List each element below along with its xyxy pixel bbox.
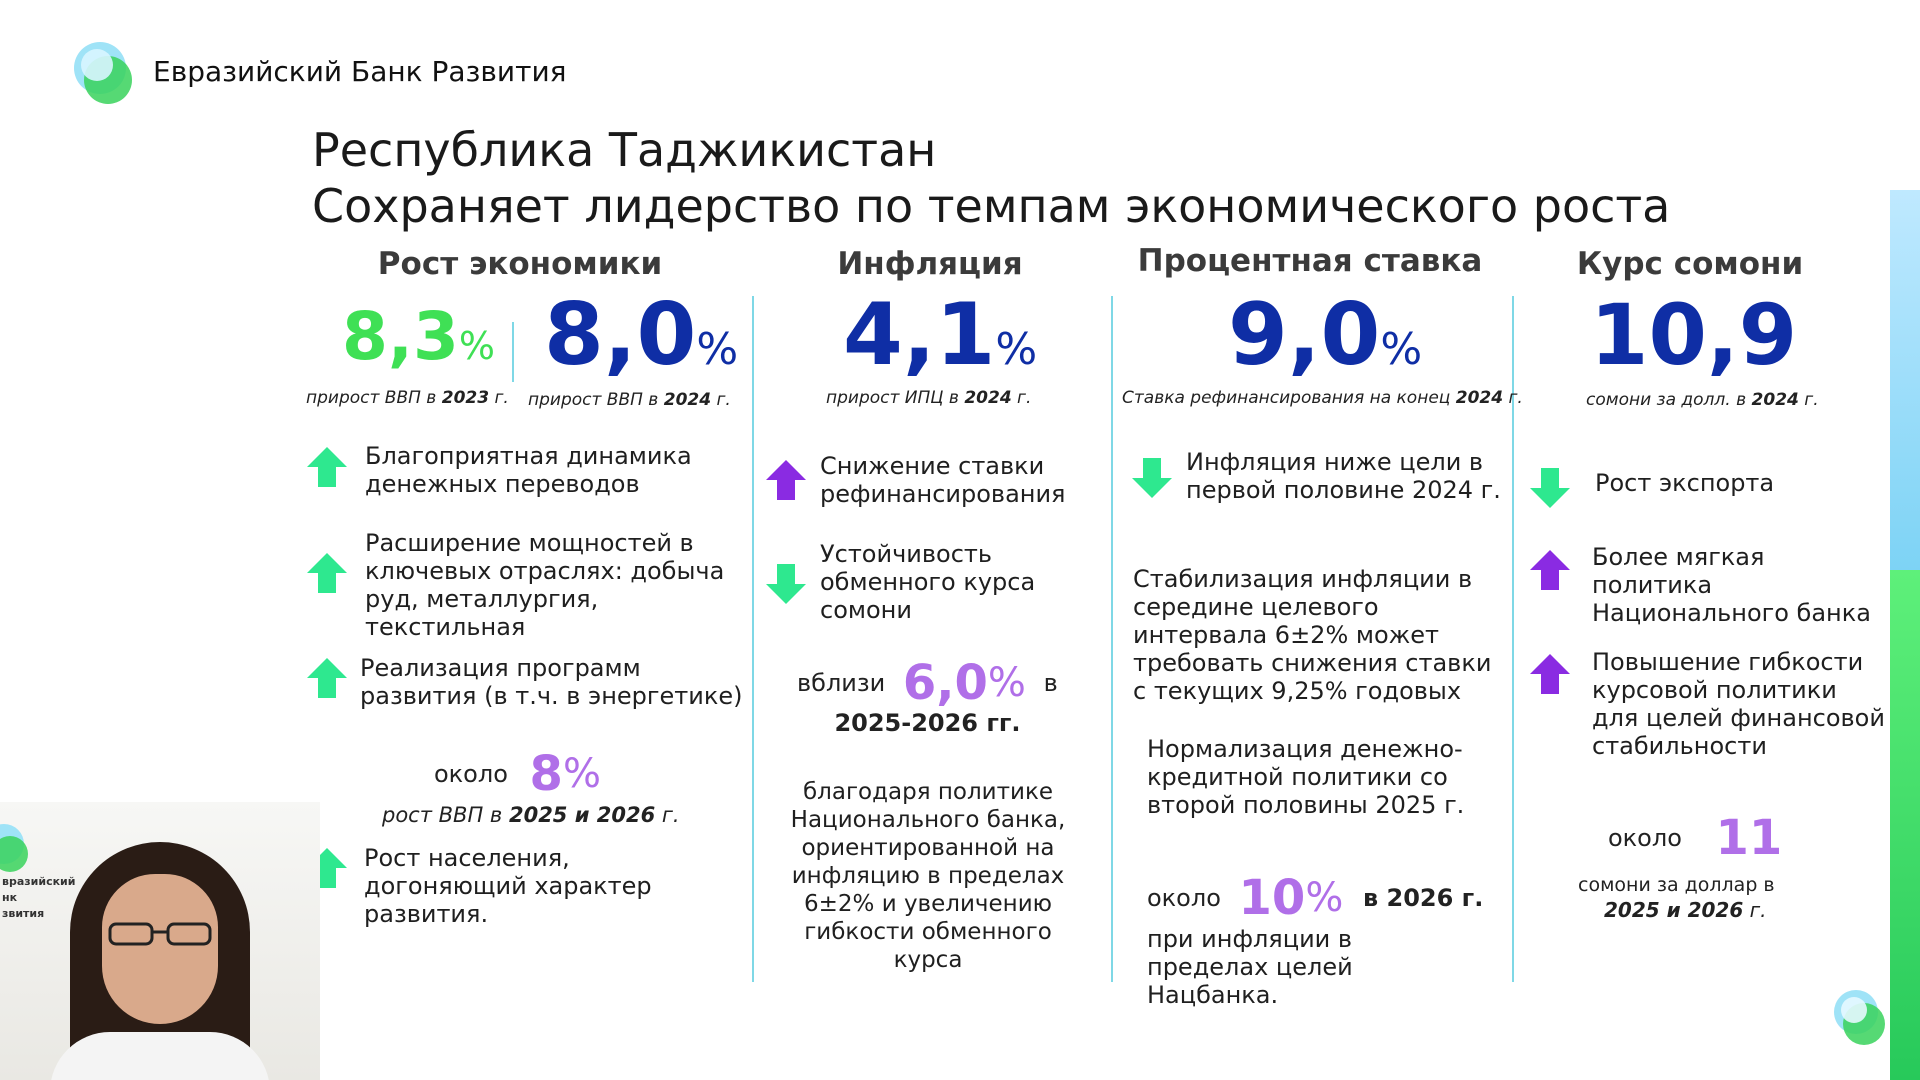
- inflation-caption: прирост ИПЦ в 2024 г.: [826, 388, 1032, 408]
- webcam-video: вразийский нк звития: [0, 802, 320, 1080]
- fx-value: 10,9: [1590, 286, 1798, 384]
- growth-item-4: Рост населения, догоняющий характер разв…: [364, 844, 652, 928]
- fx-item-2: Более мягкая политика Национального банк…: [1592, 543, 1871, 627]
- rate-value: 9,0%: [1228, 285, 1423, 385]
- growth-2023-caption: прирост ВВП в 2023 г.: [306, 388, 509, 408]
- webcam-logo-text: вразийский нк звития: [2, 875, 76, 920]
- person-shirt: [50, 1032, 270, 1080]
- webcam-logo-icon: [0, 824, 28, 872]
- fx-item-1: Рост экспорта: [1595, 469, 1775, 497]
- inflation-forecast-years: 2025-2026 гг.: [834, 709, 1021, 737]
- rate-text-b: Нормализация денежно-кредитной политики …: [1147, 735, 1465, 819]
- growth-forecast: около 8%: [434, 746, 601, 802]
- growth-item-1: Благоприятная динамика денежных переводо…: [365, 442, 692, 498]
- eabr-corner-logo-icon: [1834, 990, 1885, 1045]
- growth-item-2: Расширение мощностей в ключевых отраслях…: [365, 529, 725, 641]
- divider-3: [1512, 296, 1514, 982]
- heading-rate: Процентная ставка: [1137, 243, 1483, 279]
- page-title: Республика Таджикистан Сохраняет лидерст…: [312, 122, 1670, 234]
- right-color-band: [1890, 0, 1920, 1080]
- growth-item-3: Реализация программ развития (в т.ч. в э…: [360, 654, 743, 710]
- growth-2024-caption: прирост ВВП в 2024 г.: [528, 390, 731, 410]
- heading-inflation: Инфляция: [837, 246, 1023, 282]
- rate-item-1: Инфляция ниже цели в первой половине 202…: [1186, 448, 1501, 504]
- arrow-down-icon: [766, 564, 806, 604]
- arrow-up-violet-icon: [1530, 550, 1570, 590]
- arrow-down-icon: [1530, 468, 1570, 508]
- fx-forecast-caption-2: 2025 и 2026 г.: [1604, 898, 1767, 922]
- growth-forecast-caption: рост ВВП в 2025 и 2026 г.: [382, 803, 680, 827]
- rate-forecast-note: при инфляции в пределах целей Нацбанка.: [1147, 925, 1353, 1009]
- fx-forecast: около 11: [1608, 810, 1783, 866]
- eabr-logo-icon: [74, 42, 132, 104]
- arrow-up-violet-icon: [1530, 654, 1570, 694]
- inflation-value: 4,1%: [843, 285, 1038, 385]
- inflation-item-2: Устойчивость обменного курса сомони: [820, 540, 1036, 624]
- title-line-2: Сохраняет лидерство по темпам экономичес…: [312, 179, 1671, 233]
- growth-2023-value: 8,3%: [342, 298, 496, 375]
- growth-2024-value: 8,0%: [544, 285, 739, 385]
- rate-text-a: Стабилизация инфляции в середине целевог…: [1133, 565, 1492, 705]
- fx-item-3: Повышение гибкости курсовой политики для…: [1592, 648, 1885, 760]
- inflation-note: благодаря политике Национального банка, …: [790, 779, 1066, 973]
- arrow-up-icon: [307, 553, 347, 593]
- arrow-up-violet-icon: [766, 460, 806, 500]
- arrow-up-icon: [307, 658, 347, 698]
- title-line-1: Республика Таджикистан: [312, 123, 937, 177]
- inflation-item-1: Снижение ставки рефинансирования: [820, 452, 1066, 508]
- divider-1: [752, 296, 754, 982]
- brand-name: Евразийский Банк Развития: [153, 55, 567, 88]
- fx-caption: сомони за долл. в 2024 г.: [1586, 390, 1819, 410]
- rate-caption: Ставка рефинансирования на конец 2024 г.: [1122, 388, 1523, 408]
- inflation-forecast: вблизи 6,0% в: [797, 655, 1058, 711]
- glasses-icon: [108, 922, 212, 946]
- rate-forecast: около 10% в 2026 г.: [1147, 870, 1484, 926]
- fx-forecast-caption-1: сомони за доллар в: [1578, 874, 1775, 896]
- arrow-up-icon: [307, 447, 347, 487]
- heading-growth: Рост экономики: [377, 246, 663, 282]
- divider-growth-inner: [512, 322, 514, 382]
- person-face: [102, 874, 218, 1024]
- heading-fx: Курс сомони: [1576, 246, 1804, 282]
- divider-2: [1111, 296, 1113, 982]
- arrow-down-icon: [1132, 458, 1172, 498]
